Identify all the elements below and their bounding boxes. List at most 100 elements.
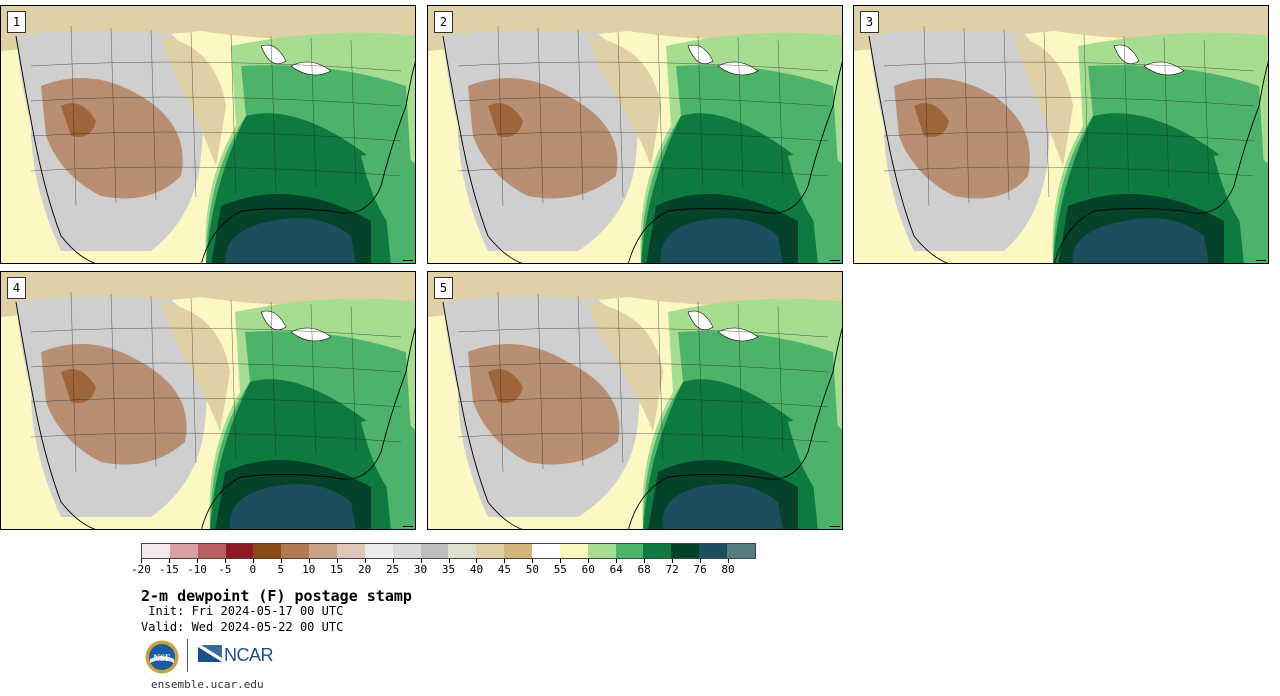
colorbar-tick <box>588 559 590 563</box>
great-lake <box>687 44 714 65</box>
colorbar-tick <box>672 559 674 563</box>
colorbar-swatch <box>671 544 700 558</box>
dewpoint-map <box>854 6 1268 263</box>
colorbar-swatch <box>615 544 644 558</box>
colorbar-tick <box>532 559 534 563</box>
coastline <box>442 301 842 529</box>
colorbar-swatch <box>448 544 477 558</box>
colorbar-tick-label: 35 <box>441 563 456 576</box>
plains-region <box>1014 36 1073 166</box>
colorbar-tick-label: 25 <box>385 563 400 576</box>
member-label: 4 <box>7 277 26 299</box>
colorbar-tick <box>700 559 702 563</box>
colorbar-tick <box>560 559 562 563</box>
member-label: 3 <box>860 11 879 33</box>
atlantic-moist <box>788 152 842 246</box>
dewpoint-map <box>1 6 415 263</box>
scale-mark <box>403 526 413 527</box>
member-label: 5 <box>434 277 453 299</box>
atlantic-moist <box>1214 152 1268 246</box>
colorbar-tick <box>196 559 198 563</box>
dewpoint-map <box>1 272 415 529</box>
colorbar-swatch <box>253 544 282 558</box>
colorbar-tick <box>420 559 422 563</box>
colorbar-tick <box>504 559 506 563</box>
colorbar-tick-label: 76 <box>693 563 707 576</box>
state-boundaries <box>457 291 829 473</box>
coastline <box>15 35 415 263</box>
driest-spot <box>488 103 523 137</box>
nsf-logo-text: NSF <box>153 653 171 663</box>
great-lake <box>290 61 332 76</box>
colorbar-tick <box>728 559 730 563</box>
colorbar-swatch <box>142 544 170 558</box>
plains-region <box>161 302 230 432</box>
great-lake <box>290 327 332 342</box>
dewpoint-map <box>428 272 842 529</box>
great-lake <box>717 327 759 342</box>
state-boundaries <box>30 25 402 207</box>
colorbar-tick <box>280 559 282 563</box>
colorbar-tick-label: 30 <box>413 563 428 576</box>
driest-spot <box>914 103 949 137</box>
ncar-logo-icon <box>198 645 222 662</box>
colorbar-tick <box>252 559 254 563</box>
colorbar-tick-label: 20 <box>358 563 372 576</box>
gulf-of-mexico <box>225 218 356 263</box>
great-lake <box>1113 44 1140 65</box>
footer-url: ensemble.ucar.edu <box>151 678 264 691</box>
plains-region <box>161 36 226 166</box>
colorbar-swatch <box>225 544 254 558</box>
colorbar-tick <box>448 559 450 563</box>
coastline <box>15 301 415 529</box>
colorbar-tick <box>616 559 618 563</box>
colorbar-tick <box>644 559 646 563</box>
colorbar-swatch <box>727 544 755 558</box>
member-label: 1 <box>7 11 26 33</box>
member-panel-2: 2 <box>427 5 843 264</box>
colorbar-tick-label: 55 <box>553 563 567 576</box>
scale-mark <box>830 526 840 527</box>
colorbar-swatch <box>587 544 616 558</box>
colorbar-tick <box>168 559 170 563</box>
ncar-logo-text: NCAR <box>224 645 274 665</box>
colorbar-swatch <box>559 544 588 558</box>
colorbar-tick-label: 5 <box>277 563 285 576</box>
member-panel-1: 1 <box>0 5 416 264</box>
nsf-logo-icon: NSF <box>145 640 179 674</box>
member-panel-5: 5 <box>427 271 843 530</box>
atlantic-moist <box>361 152 415 246</box>
colorbar-swatch <box>420 544 449 558</box>
scale-mark <box>1256 260 1266 261</box>
member-panel-4: 4 <box>0 271 416 530</box>
gulf-of-mexico <box>660 218 783 263</box>
colorbar-tick-label: -5 <box>218 563 232 576</box>
atlantic-moist <box>361 418 415 512</box>
colorbar-swatch <box>504 544 533 558</box>
colorbar-tick-label: 50 <box>525 563 539 576</box>
plains-region <box>588 302 663 432</box>
colorbar-tick <box>308 559 310 563</box>
member-panel-3: 3 <box>853 5 1269 264</box>
colorbar-tick-label: 60 <box>581 563 595 576</box>
great-lake <box>717 61 759 76</box>
colorbar-tick-label: 80 <box>721 563 735 576</box>
coastline <box>868 35 1268 263</box>
gulf-of-mexico <box>1072 218 1209 263</box>
colorbar-tick-label: 15 <box>330 563 344 576</box>
colorbar-swatch <box>476 544 505 558</box>
colorbar-tick-label: 40 <box>469 563 484 576</box>
colorbar-swatch <box>699 544 728 558</box>
colorbar-tick-label: -15 <box>159 563 179 576</box>
gulf-of-mexico <box>229 484 356 529</box>
colorbar-tick-label: -10 <box>186 563 207 576</box>
scale-mark <box>403 260 413 261</box>
great-lake <box>260 44 287 65</box>
dewpoint-colorbar <box>141 543 756 559</box>
dewpoint-map <box>428 6 842 263</box>
colorbar-tick <box>392 559 394 563</box>
great-lake <box>1143 61 1185 76</box>
driest-spot <box>61 103 96 137</box>
atlantic-moist <box>788 418 842 512</box>
colorbar-swatch <box>643 544 672 558</box>
